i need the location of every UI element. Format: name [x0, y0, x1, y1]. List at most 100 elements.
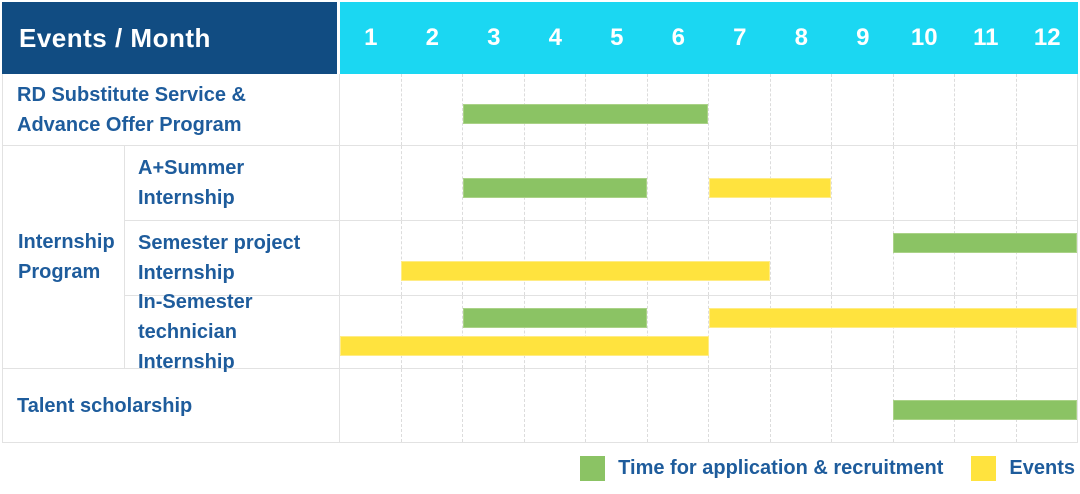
month-grid-cell	[462, 221, 524, 295]
month-header-cell: 11	[955, 2, 1017, 74]
month-grid-cell	[462, 146, 524, 220]
row-timeline	[340, 296, 1077, 368]
subrow-label: Semester project Internship	[138, 232, 301, 284]
month-grid-cell	[769, 369, 832, 442]
bar-application	[892, 233, 1077, 253]
month-header-cell: 1	[340, 2, 402, 74]
legend-item: Time for application & recruitment	[580, 456, 943, 481]
row-label: Talent scholarship	[17, 394, 193, 417]
month-label: 5	[610, 24, 624, 51]
month-grid-cell	[708, 369, 770, 442]
month-grid-cell	[831, 221, 893, 295]
subrow-label: In-Semester technician Internship	[138, 291, 253, 373]
month-header-cell: 7	[709, 2, 771, 74]
bar-application	[892, 400, 1077, 420]
subrow-label: A+Summer Internship	[138, 157, 245, 209]
month-grid-cell	[708, 146, 770, 220]
month-grid-cell	[400, 296, 463, 368]
legend-swatch-events	[971, 456, 997, 481]
header-title-cell: Events / Month	[2, 2, 340, 74]
group-subrows: A+Summer Internship Semester project Inte…	[125, 146, 1077, 373]
month-label: 2	[425, 24, 439, 51]
month-label: 8	[794, 24, 808, 51]
table-row: RD Substitute Service & Advance Offer Pr…	[3, 74, 1077, 146]
month-grid-cell	[400, 74, 463, 145]
row-timeline	[340, 146, 1077, 220]
month-label: 9	[856, 24, 870, 51]
month-grid-cell	[954, 74, 1016, 145]
month-grid-cell	[831, 146, 893, 220]
month-grid-cell	[892, 146, 955, 220]
month-grid-cell	[892, 296, 955, 368]
bar-events	[401, 261, 770, 281]
month-header-cell: 10	[894, 2, 956, 74]
row-label-cell: Talent scholarship	[3, 369, 340, 442]
table-header: Events / Month 1 2 3 4 5 6 7 8 9 10 11 12	[2, 2, 1078, 74]
month-header-cell: 4	[525, 2, 587, 74]
month-grid-cell	[646, 369, 709, 442]
month-grid-cell	[646, 296, 709, 368]
legend-item: Events	[971, 456, 1075, 481]
month-header-cell: 6	[648, 2, 710, 74]
row-timeline	[340, 221, 1077, 295]
month-header-row: 1 2 3 4 5 6 7 8 9 10 11 12	[340, 2, 1078, 74]
month-label: 11	[973, 24, 999, 51]
month-grid-cell	[831, 369, 893, 442]
month-grid-cell	[340, 296, 401, 368]
month-label: 1	[364, 24, 378, 51]
month-grid-cell	[462, 369, 524, 442]
group-label: Internship Program	[18, 231, 115, 283]
month-grid-cell	[340, 146, 401, 220]
month-grid-cell	[769, 74, 832, 145]
month-header-cell: 9	[832, 2, 894, 74]
row-timeline	[340, 74, 1077, 145]
month-grid-cell	[954, 146, 1016, 220]
month-header-cell: 12	[1017, 2, 1079, 74]
month-label: 7	[733, 24, 747, 51]
bar-application	[462, 104, 709, 124]
month-grid-cell	[523, 221, 586, 295]
month-grid-cell	[954, 296, 1016, 368]
month-grid-cell	[769, 296, 832, 368]
month-label: 4	[548, 24, 562, 51]
month-header-cell: 8	[771, 2, 833, 74]
month-grid-cell	[1015, 74, 1078, 145]
month-label: 6	[671, 24, 685, 51]
month-grid-cell	[400, 146, 463, 220]
legend: Time for application & recruitment Events	[552, 456, 1075, 481]
row-timeline	[340, 369, 1077, 442]
month-grid-cell	[585, 369, 647, 442]
bar-application	[462, 308, 648, 328]
month-header-cell: 2	[402, 2, 464, 74]
month-grid-cell	[646, 146, 709, 220]
month-grid-cell	[340, 221, 401, 295]
table-subrow: A+Summer Internship	[125, 146, 1077, 221]
bar-application	[462, 178, 648, 198]
page-title: Events / Month	[19, 22, 211, 53]
month-grid-cell	[462, 296, 524, 368]
table-subrow: Semester project Internship	[125, 221, 1077, 296]
month-grid-cell	[708, 221, 770, 295]
month-header-cell: 3	[463, 2, 525, 74]
month-grid-cell	[708, 296, 770, 368]
row-label: RD Substitute Service & Advance Offer Pr…	[17, 83, 246, 136]
month-grid-cell	[523, 369, 586, 442]
month-grid-cell	[340, 369, 401, 442]
month-grid-cell	[1015, 146, 1078, 220]
month-grid-cell	[892, 74, 955, 145]
month-grid-cell	[400, 369, 463, 442]
month-grid-cell	[831, 74, 893, 145]
month-grid-cell	[400, 221, 463, 295]
group-label-cell: Internship Program	[3, 146, 125, 368]
table-subrow: In-Semester technician Internship	[125, 291, 1077, 373]
subrow-label-cell: In-Semester technician Internship	[125, 291, 340, 373]
bar-events	[708, 308, 1077, 328]
row-label-cell: RD Substitute Service & Advance Offer Pr…	[3, 74, 340, 145]
bar-events	[708, 178, 832, 198]
month-grid-cell	[892, 221, 955, 295]
table-body: RD Substitute Service & Advance Offer Pr…	[2, 74, 1078, 443]
legend-label: Time for application & recruitment	[618, 457, 944, 479]
month-grid-cell	[1015, 221, 1078, 295]
month-label: 12	[1033, 24, 1061, 51]
group-row: Internship Program A+Summer Internship Sem…	[3, 146, 1077, 373]
